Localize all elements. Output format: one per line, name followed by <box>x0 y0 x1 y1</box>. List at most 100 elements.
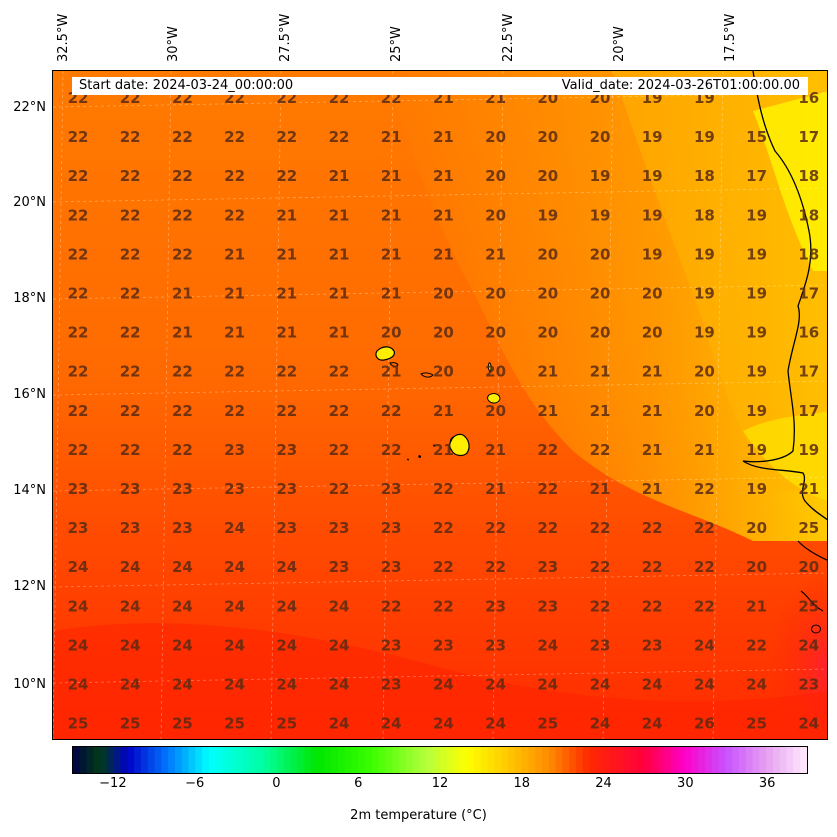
colorbar-tick-label: 18 <box>513 776 531 791</box>
grid-value: 21 <box>485 480 506 498</box>
grid-value: 19 <box>746 206 767 224</box>
grid-value: 23 <box>276 519 297 537</box>
colorbar-tick-label: 12 <box>431 776 449 791</box>
colorbar-swatch <box>324 747 332 773</box>
colorbar-swatch <box>317 747 326 773</box>
colorbar-swatch <box>229 747 237 773</box>
grid-value: 24 <box>798 715 819 733</box>
grid-value: 25 <box>798 597 819 615</box>
colorbar-title: 2m temperature (°C) <box>350 808 487 823</box>
grid-value: 17 <box>798 128 819 146</box>
latitude-label: 18°N <box>13 291 46 306</box>
grid-value: 20 <box>642 324 663 342</box>
longitude-label: 25°W <box>389 26 404 62</box>
grid-value: 19 <box>746 441 767 459</box>
grid-value: 21 <box>433 128 454 146</box>
meridian-line <box>602 71 614 739</box>
grid-value: 22 <box>694 597 715 615</box>
grid-value: 23 <box>276 480 297 498</box>
colorbar-swatch <box>297 747 305 773</box>
grid-value: 24 <box>172 597 193 615</box>
colorbar-swatch <box>242 747 251 773</box>
grid-value: 15 <box>746 128 767 146</box>
grid-value: 24 <box>120 597 141 615</box>
latitude-label: 10°N <box>13 677 46 692</box>
colorbar-tick-label: 0 <box>272 776 281 791</box>
grid-value: 20 <box>642 285 663 303</box>
colorbar-swatch <box>467 747 475 773</box>
grid-value: 24 <box>68 636 89 654</box>
grid-value: 23 <box>120 480 141 498</box>
grid-value: 22 <box>537 441 558 459</box>
grid-value: 22 <box>642 519 663 537</box>
latitude-axis: 22°N 20°N 18°N 16°N 14°N 12°N 10°N <box>13 100 46 692</box>
grid-value: 20 <box>590 324 611 342</box>
grid-value: 23 <box>68 519 89 537</box>
grid-value: 21 <box>276 285 297 303</box>
grid-value: 22 <box>329 480 350 498</box>
colorbar-swatches <box>73 747 808 773</box>
colorbar-tick-label: −12 <box>99 776 127 791</box>
latitude-label: 22°N <box>13 100 46 115</box>
colorbar-swatch <box>487 747 495 773</box>
colorbar-swatch <box>365 747 373 773</box>
colorbar-swatch <box>331 747 339 773</box>
grid-value: 24 <box>329 636 350 654</box>
grid-value: 20 <box>485 285 506 303</box>
grid-value: 22 <box>172 206 193 224</box>
grid-value: 20 <box>537 324 558 342</box>
grid-value: 21 <box>381 363 402 381</box>
grid-value: 19 <box>798 441 819 459</box>
colorbar-swatch <box>358 747 366 773</box>
grid-value: 21 <box>642 441 663 459</box>
colorbar-swatch <box>657 747 665 773</box>
longitude-label: 30°W <box>166 26 181 62</box>
grid-value: 24 <box>276 597 297 615</box>
grid-value: 20 <box>485 324 506 342</box>
longitude-label: 17.5°W <box>723 14 738 62</box>
latitude-label: 16°N <box>13 387 46 402</box>
grid-value: 25 <box>798 519 819 537</box>
grid-value: 22 <box>694 519 715 537</box>
colorbar-swatch <box>664 747 672 773</box>
meridian-line <box>53 71 64 739</box>
grid-value: 22 <box>68 402 89 420</box>
grid-value: 21 <box>276 324 297 342</box>
colorbar-swatch <box>698 747 706 773</box>
grid-value: 21 <box>433 441 454 459</box>
colorbar-swatch <box>161 747 169 773</box>
colorbar-swatch <box>113 747 122 773</box>
grid-value: 23 <box>433 636 454 654</box>
grid-value: 20 <box>381 324 402 342</box>
colorbar-swatch <box>691 747 699 773</box>
grid-value: 20 <box>694 363 715 381</box>
colorbar-swatch <box>582 747 591 773</box>
colorbar-swatch <box>147 747 156 773</box>
grid-value: 21 <box>590 363 611 381</box>
grid-value: 24 <box>172 676 193 694</box>
colorbar-swatch <box>181 747 190 773</box>
colorbar-swatch <box>473 747 482 773</box>
grid-value: 21 <box>485 245 506 263</box>
grid-value: 22 <box>276 128 297 146</box>
grid-value: 21 <box>329 285 350 303</box>
coast-islands-bijagos <box>800 590 824 612</box>
grid-value: 20 <box>798 558 819 576</box>
grid-value: 22 <box>172 245 193 263</box>
grid-value: 19 <box>694 324 715 342</box>
grid-value: 22 <box>642 558 663 576</box>
colorbar-swatch <box>406 747 414 773</box>
grid-value: 22 <box>120 363 141 381</box>
colorbar-swatch <box>351 747 360 773</box>
colorbar-swatch <box>412 747 421 773</box>
island-sao-vicente <box>389 362 399 367</box>
colorbar-swatch <box>630 747 638 773</box>
grid-value: 22 <box>590 441 611 459</box>
colorbar-swatch <box>270 747 278 773</box>
grid-value: 24 <box>433 715 454 733</box>
grid-value: 21 <box>329 245 350 263</box>
grid-value: 22 <box>120 285 141 303</box>
grid-value: 20 <box>537 245 558 263</box>
meridian-line <box>160 71 172 739</box>
grid-value: 21 <box>537 363 558 381</box>
